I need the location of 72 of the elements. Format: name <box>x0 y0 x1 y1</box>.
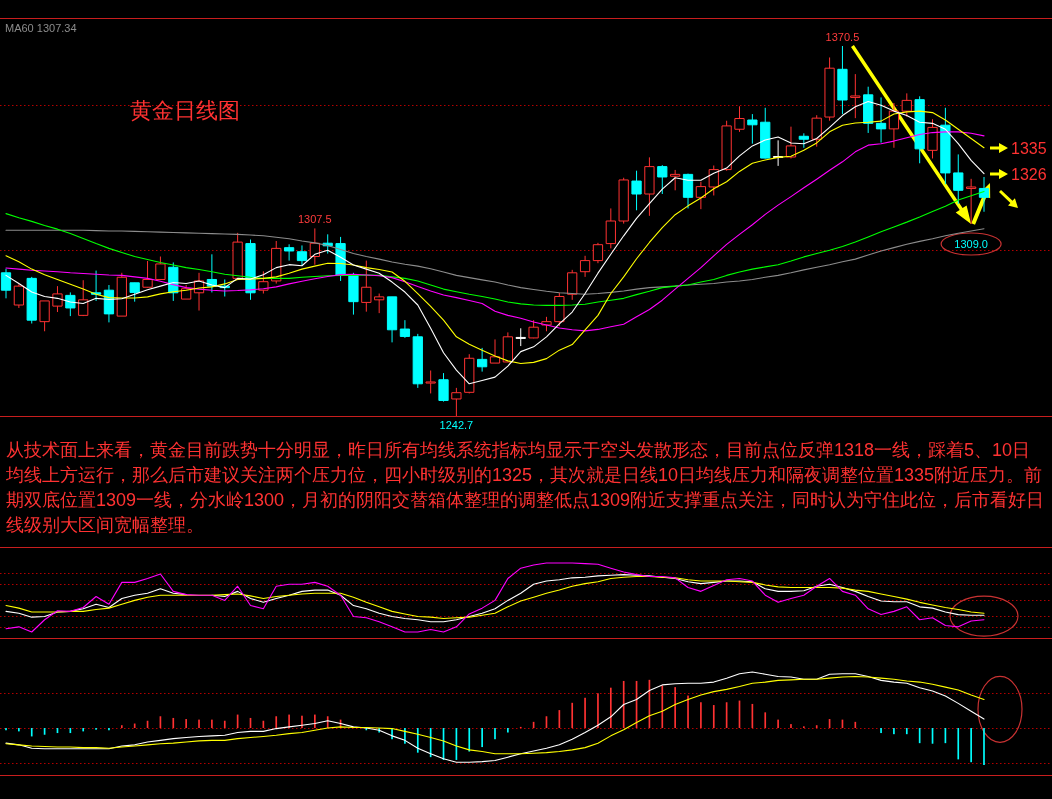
candlestick <box>541 316 552 332</box>
candlestick <box>914 95 925 164</box>
candlestick <box>682 173 694 209</box>
candlestick <box>631 170 642 211</box>
candlestick <box>695 181 707 210</box>
candlestick <box>708 165 719 196</box>
candlestick <box>721 120 732 172</box>
candlestick <box>515 327 526 347</box>
candlestick <box>657 164 668 195</box>
candlestick <box>361 260 372 313</box>
candlestick <box>888 102 900 149</box>
candlestick <box>65 291 76 317</box>
candlestick <box>785 126 797 159</box>
candlestick <box>296 244 308 267</box>
candlestick <box>966 178 977 225</box>
candlestick <box>837 45 848 115</box>
candlestick <box>644 156 655 217</box>
candlestick <box>386 296 398 343</box>
candlestick <box>399 319 411 339</box>
candlestick <box>850 73 861 119</box>
candlestick <box>824 56 835 122</box>
candlestick <box>927 118 938 159</box>
candlestick <box>567 269 578 301</box>
candlestick <box>734 105 745 133</box>
candlestick <box>0 268 12 299</box>
text: 黄金日线图 <box>130 98 240 123</box>
candlestick <box>348 272 359 316</box>
candlestick <box>425 369 436 394</box>
candlestick <box>39 300 50 332</box>
text: 1326 <box>1011 165 1047 183</box>
candlestick <box>129 282 140 303</box>
candlestick <box>13 283 24 309</box>
candlestick <box>103 284 115 323</box>
candlestick <box>116 272 127 317</box>
candlestick <box>142 260 153 289</box>
candlestick <box>232 232 243 279</box>
candlestick <box>875 96 887 144</box>
candlestick <box>52 285 63 313</box>
text: 从技术面上来看，黄金目前跌势十分明显，昨日所有均线系统指标均显示于空头发散形态，目前点位反弹1318一线，踩着5、10日均线上方运行，那么后市建议关注两个压力位，四小时级别的1325，其次就是日线10日均线压力和隔夜调整位置1335附近压力。前期双底位置1309一线，分水岭1300，月初的阴阳交替箱体整理的调整低点1309附近支撑重点关注，同时认为守住此位，后市看好日线级别大区间宽幅整理。 <box>6 439 1046 537</box>
candlestick <box>670 169 681 191</box>
candlestick <box>78 279 89 317</box>
candlestick <box>901 92 912 118</box>
candlestick <box>412 333 423 389</box>
candlestick <box>554 292 565 327</box>
annotation: 1309.0 <box>954 237 988 250</box>
candlestick <box>605 207 616 249</box>
annotation: 1370.5 <box>825 31 860 43</box>
candlestick <box>502 331 513 363</box>
annotation: 1242.7 <box>439 419 474 431</box>
candlestick <box>978 176 990 213</box>
candlestick <box>592 242 604 264</box>
text: MA60 1307.34 <box>5 22 77 34</box>
candlestick <box>283 243 295 262</box>
candlestick <box>579 255 591 278</box>
candlestick <box>798 132 809 149</box>
candlestick <box>155 256 166 281</box>
candlestick <box>489 338 501 364</box>
candlestick <box>953 153 964 205</box>
candlestick <box>747 113 758 145</box>
text: 1335 <box>1011 139 1047 157</box>
candlestick <box>464 353 475 394</box>
candlestick <box>451 387 462 417</box>
candlestick <box>940 107 951 185</box>
annotation: 1307.5 <box>298 213 332 226</box>
candlestick <box>618 177 629 225</box>
candlestick <box>374 293 385 314</box>
candlestick <box>811 114 822 148</box>
candlestick <box>528 319 539 339</box>
candlestick <box>26 276 37 324</box>
candlestick <box>438 372 449 403</box>
candlestick <box>760 107 771 159</box>
candlestick <box>477 347 488 373</box>
